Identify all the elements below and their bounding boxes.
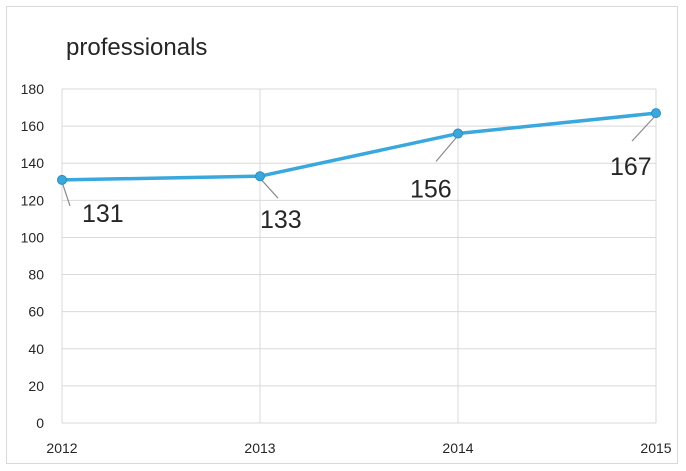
y-tick-label: 120 [21, 192, 45, 208]
data-points [57, 108, 661, 185]
series-line [60, 111, 658, 182]
x-tick-label: 2013 [244, 440, 275, 456]
x-tick-label: 2014 [442, 440, 473, 456]
y-tick-label: 40 [28, 341, 44, 357]
x-axis-tick-labels: 2012 2013 2014 2015 [46, 440, 671, 456]
leader-line [61, 181, 71, 207]
data-point [651, 108, 661, 119]
data-label: 167 [610, 153, 652, 181]
chart-frame [6, 6, 678, 464]
data-labels: 131 133 156 167 [82, 153, 652, 234]
data-point [255, 171, 265, 182]
series-polyline [60, 111, 658, 182]
data-label-leader-lines [61, 114, 657, 207]
y-tick-label: 180 [21, 81, 45, 97]
data-point [57, 174, 67, 185]
x-tick-label: 2015 [640, 440, 671, 456]
y-tick-label: 160 [21, 118, 45, 134]
x-tick-label: 2012 [46, 440, 77, 456]
data-point [453, 128, 463, 139]
data-label: 133 [260, 206, 302, 234]
y-tick-label: 140 [21, 155, 45, 171]
leader-line [259, 177, 279, 199]
y-axis-tick-labels: 0 20 40 60 80 100 120 140 160 180 [21, 81, 45, 431]
data-label: 156 [410, 176, 452, 204]
leader-line [631, 114, 657, 142]
y-tick-label: 80 [28, 267, 44, 283]
gridlines [61, 88, 657, 424]
y-tick-label: 0 [36, 415, 44, 431]
leader-line [435, 135, 459, 162]
data-label: 131 [82, 200, 124, 228]
y-tick-label: 60 [28, 304, 44, 320]
y-tick-label: 20 [28, 378, 44, 394]
chart-title: professionals [66, 34, 208, 61]
y-tick-label: 100 [21, 229, 45, 245]
